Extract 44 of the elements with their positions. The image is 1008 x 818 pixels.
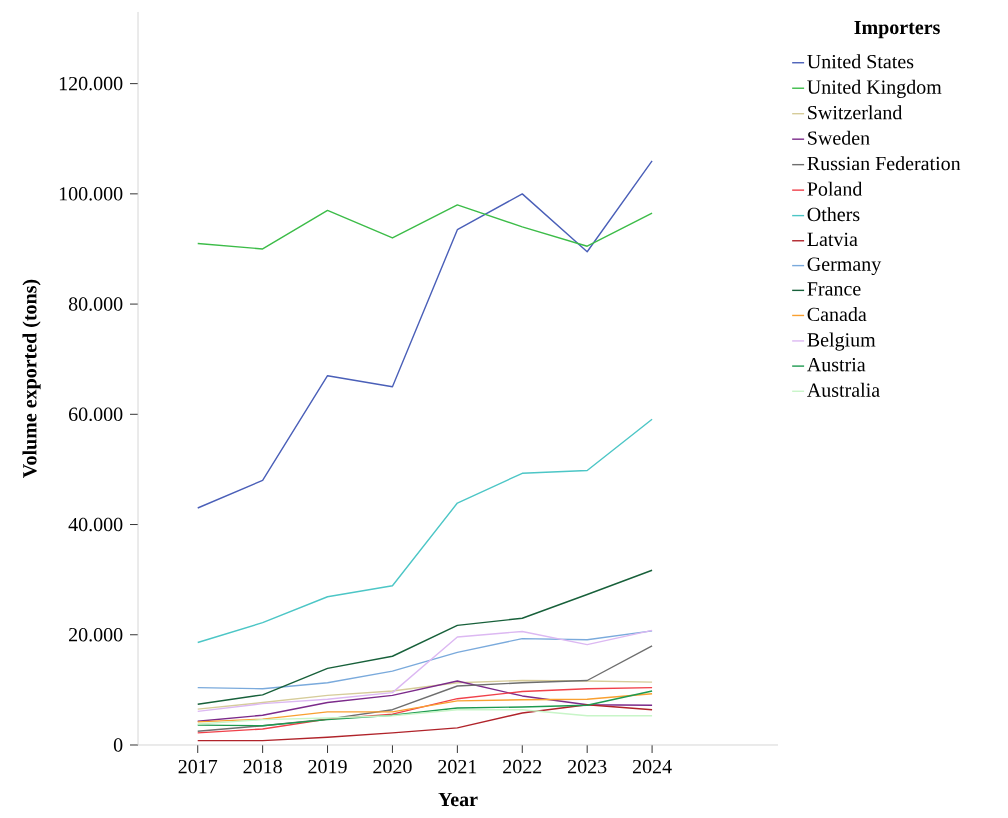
legend-label: Sweden (808, 130, 870, 145)
legend-label: Austria (806, 357, 866, 372)
line-series (197, 709, 653, 725)
line-series (197, 704, 653, 742)
x-tick-label: 2017 (178, 759, 218, 774)
x-tick-label: 2020 (373, 759, 412, 774)
x-tick-label: 2019 (308, 759, 347, 774)
line-series (197, 160, 653, 509)
y-tick-label: 60.000 (69, 407, 123, 422)
x-tick-label: 2021 (438, 759, 477, 774)
line-series (197, 630, 653, 690)
x-tick-label: 2022 (503, 759, 542, 774)
legend-label: Australia (806, 382, 880, 397)
y-tick-label: 120.000 (59, 76, 123, 91)
y-tick-label: 40.000 (68, 517, 123, 532)
legend-label: Others (807, 207, 860, 222)
y-tick-label: 0 (113, 738, 123, 752)
y-axis-title: Volume exported (tons) (22, 279, 41, 478)
legend-label: France (807, 282, 861, 296)
legend-label: Latvia (807, 232, 858, 247)
line-series (197, 680, 653, 722)
line-series (197, 418, 653, 644)
legend-label: Germany (807, 257, 882, 276)
line-series (197, 569, 653, 705)
y-tick-label: 100.000 (59, 187, 123, 201)
x-tick-label: 2024 (632, 759, 672, 774)
line-series (197, 645, 653, 732)
x-tick-label: 2018 (243, 759, 282, 774)
legend-label: Russian Federation (807, 156, 961, 171)
legend-label: Belgium (807, 332, 876, 351)
legend-label: United States (807, 54, 914, 69)
legend-label: Canada (807, 307, 867, 322)
legend-label: Switzerland (808, 105, 903, 120)
x-tick-label: 2023 (568, 759, 607, 774)
line-series (197, 679, 653, 710)
y-tick-label: 20.000 (69, 627, 123, 642)
x-axis-title: Year (438, 792, 478, 807)
legend-title: Importers (854, 20, 940, 39)
line-series (197, 686, 653, 734)
y-tick-label: 80.000 (68, 297, 123, 311)
legend-label: United Kingdom (807, 79, 942, 98)
line-series (197, 204, 653, 250)
line-series (197, 629, 653, 713)
legend-label: Poland (807, 181, 863, 196)
